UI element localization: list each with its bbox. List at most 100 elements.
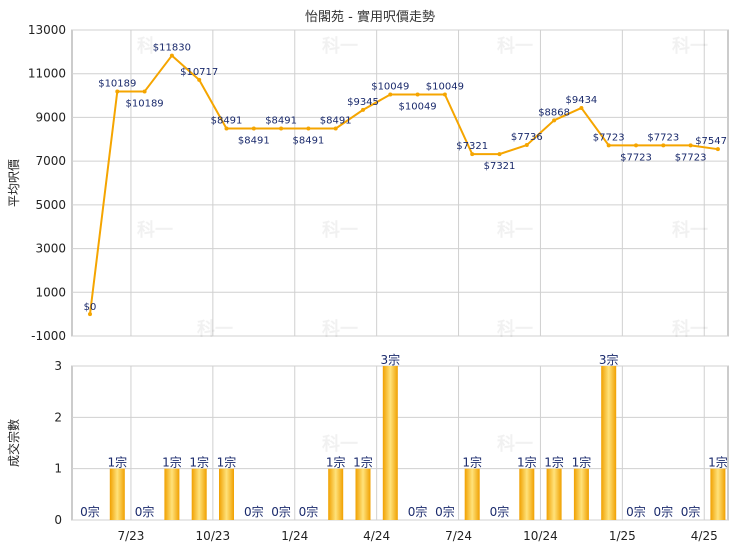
x-tick-label: 1/24 xyxy=(281,529,308,543)
price-data-label: $7723 xyxy=(647,132,679,143)
price-data-label: $11830 xyxy=(153,43,191,54)
count-bar xyxy=(601,366,617,520)
count-data-label: 3宗 xyxy=(599,352,619,367)
price-point xyxy=(552,118,557,123)
price-data-label: $8491 xyxy=(292,136,324,147)
count-data-label: 0宗 xyxy=(135,504,155,519)
price-point xyxy=(388,92,393,97)
price-point xyxy=(634,143,638,148)
price-data-label: $7723 xyxy=(593,132,625,143)
watermark: 科一 xyxy=(137,35,173,57)
price-point xyxy=(361,107,365,112)
price-data-label: $7736 xyxy=(511,132,543,143)
chart-title: 怡閣苑 - 實用呎價走勢 xyxy=(305,10,435,25)
count-data-label: 0宗 xyxy=(299,504,319,519)
price-data-label: $10189 xyxy=(98,78,136,89)
price-point xyxy=(661,143,666,148)
x-tick-label: 7/23 xyxy=(117,529,144,543)
count-bar xyxy=(355,468,371,520)
x-tick-label: 1/25 xyxy=(609,529,636,543)
price-point xyxy=(497,152,502,157)
count-data-label: 0宗 xyxy=(681,504,701,519)
price-data-label: $8491 xyxy=(320,116,352,127)
price-data-label: $7723 xyxy=(675,152,707,163)
watermark: 科一 xyxy=(672,35,708,57)
count-bar xyxy=(710,468,726,520)
x-tick-label: 10/23 xyxy=(196,529,231,543)
watermark: 科一 xyxy=(672,318,708,340)
count-bar xyxy=(573,468,589,520)
count-data-label: 0宗 xyxy=(271,504,291,519)
price-data-label: $8868 xyxy=(538,107,570,118)
count-data-label: 0宗 xyxy=(626,504,646,519)
price-data-label: $10189 xyxy=(126,98,164,109)
price-data-label: $10049 xyxy=(426,82,464,93)
count-tick-label: 2 xyxy=(54,410,62,424)
count-data-label: 1宗 xyxy=(162,455,182,470)
price-tick-label: 13000 xyxy=(28,23,66,37)
price-data-label: $7321 xyxy=(456,141,488,152)
price-point xyxy=(115,89,120,94)
count-bar xyxy=(519,468,535,520)
count-data-label: 1宗 xyxy=(572,455,592,470)
price-data-label: $8491 xyxy=(238,136,270,147)
count-data-label: 3宗 xyxy=(380,352,400,367)
count-bar xyxy=(546,468,562,520)
count-data-label: 1宗 xyxy=(517,455,537,470)
price-data-label: $9434 xyxy=(565,95,597,106)
count-data-label: 0宗 xyxy=(244,504,264,519)
price-point xyxy=(442,92,447,97)
price-tick-label: 1000 xyxy=(35,285,66,299)
count-tick-label: 1 xyxy=(54,462,62,476)
count-data-label: 1宗 xyxy=(462,455,482,470)
price-data-label: $7547 xyxy=(695,136,727,147)
watermark: 科一 xyxy=(497,35,533,57)
price-data-label: $8491 xyxy=(211,116,243,127)
price-data-label: $10049 xyxy=(371,82,409,93)
y-axis-title-count: 成交宗數 xyxy=(6,419,21,467)
count-bar xyxy=(328,468,344,520)
count-data-label: 1宗 xyxy=(217,455,237,470)
count-data-label: 0宗 xyxy=(435,504,455,519)
watermark: 科一 xyxy=(497,433,533,455)
price-tick-label: -1000 xyxy=(31,329,66,343)
price-point xyxy=(606,143,611,148)
count-data-label: 0宗 xyxy=(490,504,510,519)
price-data-label: $10049 xyxy=(399,102,437,113)
price-point xyxy=(224,126,229,131)
count-bar xyxy=(109,468,125,520)
count-bar xyxy=(464,468,480,520)
watermark: 科一 xyxy=(322,433,358,455)
price-point xyxy=(333,126,338,131)
x-tick-label: 10/24 xyxy=(523,529,558,543)
x-tick-label: 4/25 xyxy=(691,529,718,543)
price-point xyxy=(470,152,475,157)
count-bar xyxy=(219,468,234,520)
price-point xyxy=(524,143,529,148)
watermark: 科一 xyxy=(497,318,533,340)
x-tick-label: 4/24 xyxy=(363,529,390,543)
watermark: 科一 xyxy=(322,35,358,57)
count-tick-label: 3 xyxy=(54,359,62,373)
watermark: 科一 xyxy=(322,318,358,340)
price-point xyxy=(415,92,420,97)
price-tick-label: 3000 xyxy=(35,242,66,256)
x-tick-label: 7/24 xyxy=(445,529,472,543)
y-axis-title-price: 平均呎價 xyxy=(7,159,21,207)
price-point xyxy=(169,53,174,58)
count-data-label: 1宗 xyxy=(353,455,373,470)
count-tick-label: 0 xyxy=(54,513,62,527)
count-bar xyxy=(191,468,207,520)
watermark: 科一 xyxy=(322,219,358,241)
count-bar xyxy=(164,468,180,520)
watermark: 科一 xyxy=(672,219,708,241)
count-data-label: 0宗 xyxy=(408,504,428,519)
watermark: 科一 xyxy=(137,219,173,241)
price-point xyxy=(88,312,92,317)
count-data-label: 1宗 xyxy=(544,455,564,470)
count-data-label: 0宗 xyxy=(653,504,673,519)
price-point xyxy=(142,89,147,94)
price-tick-label: 9000 xyxy=(35,110,66,124)
count-data-label: 1宗 xyxy=(189,455,209,470)
